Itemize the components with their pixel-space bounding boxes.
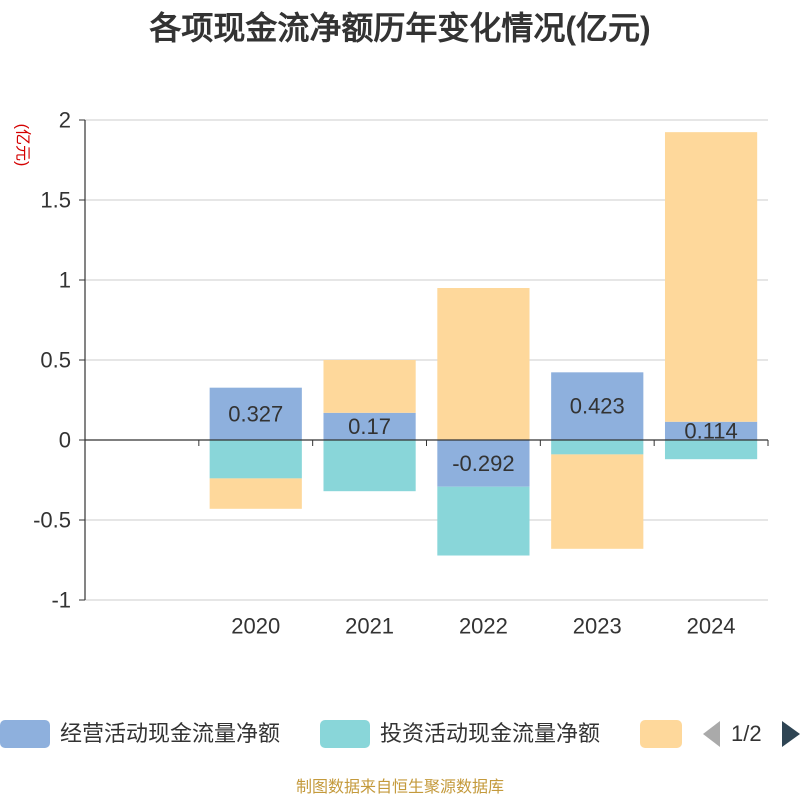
bar-segment-series-0-2020 xyxy=(209,387,302,440)
data-label: 0.423 xyxy=(570,394,625,419)
bar-segment-series-2-2020 xyxy=(209,478,302,509)
bar-segment-series-0-2022 xyxy=(437,440,530,487)
source-footer: 制图数据来自恒生聚源数据库 xyxy=(295,779,504,796)
labels: -1 -0.5 0 0.5 1 1.5 2 0.327 2020 0.17 2021 -0.292 20… xyxy=(33,108,738,639)
y-tick-label: 1 xyxy=(59,268,71,293)
y-axis-unit-label: (亿元) xyxy=(14,124,32,167)
bar-segment-series-2-2021 xyxy=(323,360,416,413)
legend-swatch-investing xyxy=(320,720,370,748)
legend-page-indicator: 1/2 xyxy=(731,721,762,746)
bar-segment-series-0-2021 xyxy=(323,412,416,440)
legend-swatch-operating xyxy=(0,720,50,748)
bar-segment-series-1-2023 xyxy=(551,440,644,455)
bar-segment-series-0-2024 xyxy=(664,421,758,440)
y-tick-label: 1.5 xyxy=(40,188,71,213)
legend-item-third-series[interactable] xyxy=(640,716,682,752)
chart-title: 各项现金流净额历年变化情况(亿元) xyxy=(149,10,651,46)
bars xyxy=(209,132,758,556)
data-label: 0.114 xyxy=(684,418,737,443)
triangle-right-icon[interactable] xyxy=(782,721,800,747)
bar-segment-series-2-2024 xyxy=(664,132,758,422)
legend-label-operating: 经营活动现金流量净额 xyxy=(60,721,281,746)
bar-segment-series-2-2022 xyxy=(437,288,530,440)
data-label: 0.17 xyxy=(348,414,391,439)
legend-swatch-third-series xyxy=(640,720,682,748)
gridlines xyxy=(85,119,768,601)
x-tick-label: 2020 xyxy=(231,614,280,639)
x-tick-label: 2021 xyxy=(345,614,394,639)
legend: 经营活动现金流量净额 投资活动现金流量净额 1/2 xyxy=(0,716,800,752)
x-tick-label: 2024 xyxy=(687,614,736,639)
data-label: -0.292 xyxy=(452,451,514,476)
bar-segment-series-1-2024 xyxy=(664,440,758,460)
y-tick-label: 2 xyxy=(59,108,71,133)
bar-segment-series-0-2023 xyxy=(551,372,644,440)
data-label: 0.327 xyxy=(228,401,283,426)
y-tick-label: 0.5 xyxy=(40,348,71,373)
bar-segment-series-2-2023 xyxy=(551,454,644,549)
x-tick-label: 2022 xyxy=(459,614,508,639)
legend-item-operating[interactable]: 经营活动现金流量净额 xyxy=(0,716,300,752)
y-tick-label: 0 xyxy=(59,428,71,453)
bar-segment-series-1-2021 xyxy=(323,440,416,492)
bar-segment-series-1-2020 xyxy=(209,440,302,479)
triangle-left-icon[interactable] xyxy=(703,721,720,747)
x-tick-label: 2023 xyxy=(573,614,622,639)
y-tick-label: -0.5 xyxy=(33,508,71,533)
legend-label-investing: 投资活动现金流量净额 xyxy=(380,721,601,746)
legend-item-investing[interactable]: 投资活动现金流量净额 xyxy=(320,716,620,752)
axes xyxy=(79,119,769,601)
y-tick-label: -1 xyxy=(51,588,71,613)
bar-segment-series-1-2022 xyxy=(437,486,530,556)
